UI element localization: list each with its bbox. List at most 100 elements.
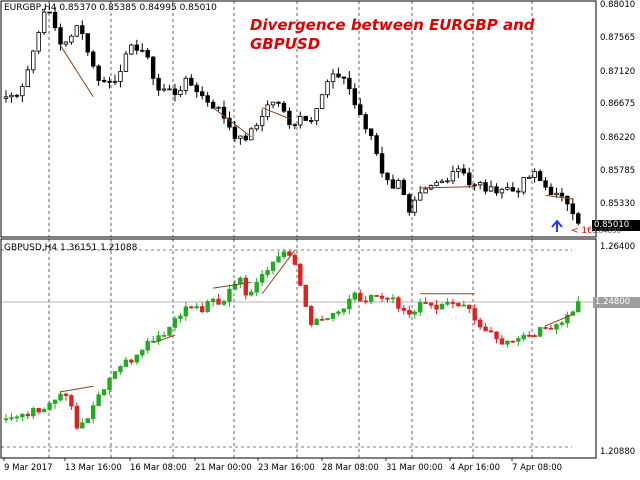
gbpusd-candle-46[interactable] (254, 277, 259, 297)
gbpusd-candle-64[interactable] (352, 290, 357, 302)
eurgbp-candle-11[interactable] (63, 41, 69, 48)
gbpusd-candle-71[interactable] (390, 293, 396, 304)
gbpusd-candle-94[interactable] (516, 336, 521, 347)
gbpusd-candle-21[interactable] (118, 365, 123, 375)
gbpusd-candle-25[interactable] (140, 349, 145, 359)
gbpusd-candle-56[interactable] (308, 304, 314, 328)
eurgbp-candle-38[interactable] (210, 99, 216, 109)
gbpusd-candle-12[interactable] (69, 394, 74, 410)
gbpusd-candle-88[interactable] (483, 323, 488, 332)
eurgbp-candle-63[interactable] (347, 71, 352, 95)
gbpusd-candle-65[interactable] (358, 289, 363, 302)
gbpusd-candle-82[interactable] (450, 298, 456, 309)
gbpusd-candle-9[interactable] (52, 399, 58, 409)
eurgbp-candle-97[interactable] (532, 168, 537, 183)
gbpusd-candle-99[interactable] (543, 325, 548, 330)
gbpusd-candle-50[interactable] (276, 251, 281, 263)
eurgbp-candle-30[interactable] (167, 84, 172, 91)
gbpusd-candle-44[interactable] (243, 275, 248, 300)
gbpusd-candle-105[interactable] (576, 296, 581, 313)
eurgbp-candle-95[interactable] (521, 177, 526, 195)
gbpusd-candle-54[interactable] (298, 263, 303, 287)
eurgbp-candle-12[interactable] (69, 34, 74, 45)
gbpusd-candle-37[interactable] (205, 299, 210, 313)
gbpusd-candle-47[interactable] (259, 269, 265, 287)
eurgbp-candle-104[interactable] (570, 198, 575, 221)
gbpusd-candles[interactable] (3, 249, 581, 431)
gbpusd-candle-43[interactable] (238, 276, 243, 288)
gbpusd-candle-10[interactable] (58, 390, 63, 402)
eurgbp-candle-90[interactable] (494, 183, 499, 196)
gbpusd-candle-30[interactable] (167, 326, 172, 338)
eurgbp-candle-2[interactable] (14, 94, 20, 99)
eurgbp-candle-40[interactable] (221, 100, 227, 124)
gbpusd-candle-103[interactable] (565, 311, 570, 328)
gbpusd-candle-93[interactable] (510, 340, 516, 343)
eurgbp-candle-71[interactable] (390, 174, 396, 189)
eurgbp-candle-65[interactable] (358, 98, 363, 116)
eurgbp-candle-82[interactable] (450, 165, 456, 185)
gbpusd-candle-16[interactable] (91, 401, 96, 424)
eurgbp-candle-50[interactable] (276, 101, 281, 107)
eurgbp-candle-39[interactable] (216, 106, 221, 111)
gbpusd-candle-0[interactable] (3, 413, 9, 424)
gbpusd-candle-29[interactable] (161, 331, 167, 337)
gbpusd-candle-39[interactable] (216, 293, 221, 305)
eurgbp-candle-16[interactable] (91, 50, 96, 69)
eurgbp-candles[interactable] (3, 6, 581, 226)
gbpusd-candle-7[interactable] (41, 407, 47, 413)
eurgbp-candle-94[interactable] (516, 187, 521, 198)
eurgbp-candle-93[interactable] (510, 182, 516, 192)
gbpusd-candle-33[interactable] (183, 301, 189, 321)
gbpusd-candle-38[interactable] (210, 297, 216, 307)
gbpusd-candle-78[interactable] (428, 302, 434, 309)
eurgbp-candle-69[interactable] (379, 146, 385, 178)
gbpusd-candle-81[interactable] (445, 298, 450, 306)
gbpusd-candle-87[interactable] (477, 317, 483, 330)
gbpusd-candle-20[interactable] (112, 371, 118, 379)
gbpusd-candle-23[interactable] (129, 358, 134, 365)
gbpusd-candle-57[interactable] (314, 317, 319, 326)
eurgbp-candle-92[interactable] (505, 182, 510, 191)
gbpusd-candle-4[interactable] (25, 411, 30, 420)
gbpusd-candle-67[interactable] (368, 294, 374, 305)
gbpusd-candle-75[interactable] (412, 309, 417, 319)
gbpusd-candle-24[interactable] (134, 354, 139, 365)
eurgbp-candle-59[interactable] (325, 79, 330, 98)
eurgbp-candle-43[interactable] (238, 135, 243, 145)
gbpusd-candle-76[interactable] (417, 298, 423, 316)
eurgbp-candle-85[interactable] (467, 167, 472, 189)
eurgbp-candle-7[interactable] (41, 8, 47, 35)
eurgbp-candle-35[interactable] (194, 82, 199, 98)
gbpusd-candle-58[interactable] (319, 315, 325, 321)
eurgbp-candle-53[interactable] (292, 123, 298, 130)
gbpusd-candle-101[interactable] (554, 323, 559, 335)
eurgbp-candle-29[interactable] (161, 83, 167, 93)
gbpusd-candle-15[interactable] (85, 417, 90, 424)
eurgbp-candle-88[interactable] (483, 179, 488, 195)
gbpusd-candle-55[interactable] (303, 284, 308, 308)
eurgbp-candle-102[interactable] (559, 188, 565, 202)
gbpusd-candle-102[interactable] (559, 320, 565, 327)
gbpusd-candle-53[interactable] (292, 253, 298, 266)
gbpusd-candle-36[interactable] (199, 302, 205, 314)
eurgbp-candle-45[interactable] (249, 127, 254, 141)
eurgbp-candle-27[interactable] (150, 55, 156, 85)
eurgbp-candle-24[interactable] (134, 39, 139, 55)
gbpusd-candle-2[interactable] (14, 414, 20, 423)
gbpusd-candle-26[interactable] (145, 337, 150, 354)
eurgbp-candle-9[interactable] (52, 6, 58, 31)
eurgbp-candle-100[interactable] (548, 183, 554, 196)
eurgbp-candle-84[interactable] (461, 164, 466, 176)
gbpusd-candle-92[interactable] (505, 340, 510, 348)
gbpusd-candle-41[interactable] (227, 284, 232, 307)
gbpusd-candle-66[interactable] (363, 295, 368, 305)
eurgbp-candle-105[interactable] (576, 212, 581, 226)
eurgbp-candle-25[interactable] (140, 43, 145, 53)
gbpusd-candle-69[interactable] (379, 292, 385, 302)
eurgbp-candle-67[interactable] (368, 128, 374, 141)
gbpusd-candle-85[interactable] (467, 304, 472, 314)
eurgbp-candle-31[interactable] (172, 83, 178, 102)
gbpusd-candle-68[interactable] (374, 295, 379, 297)
